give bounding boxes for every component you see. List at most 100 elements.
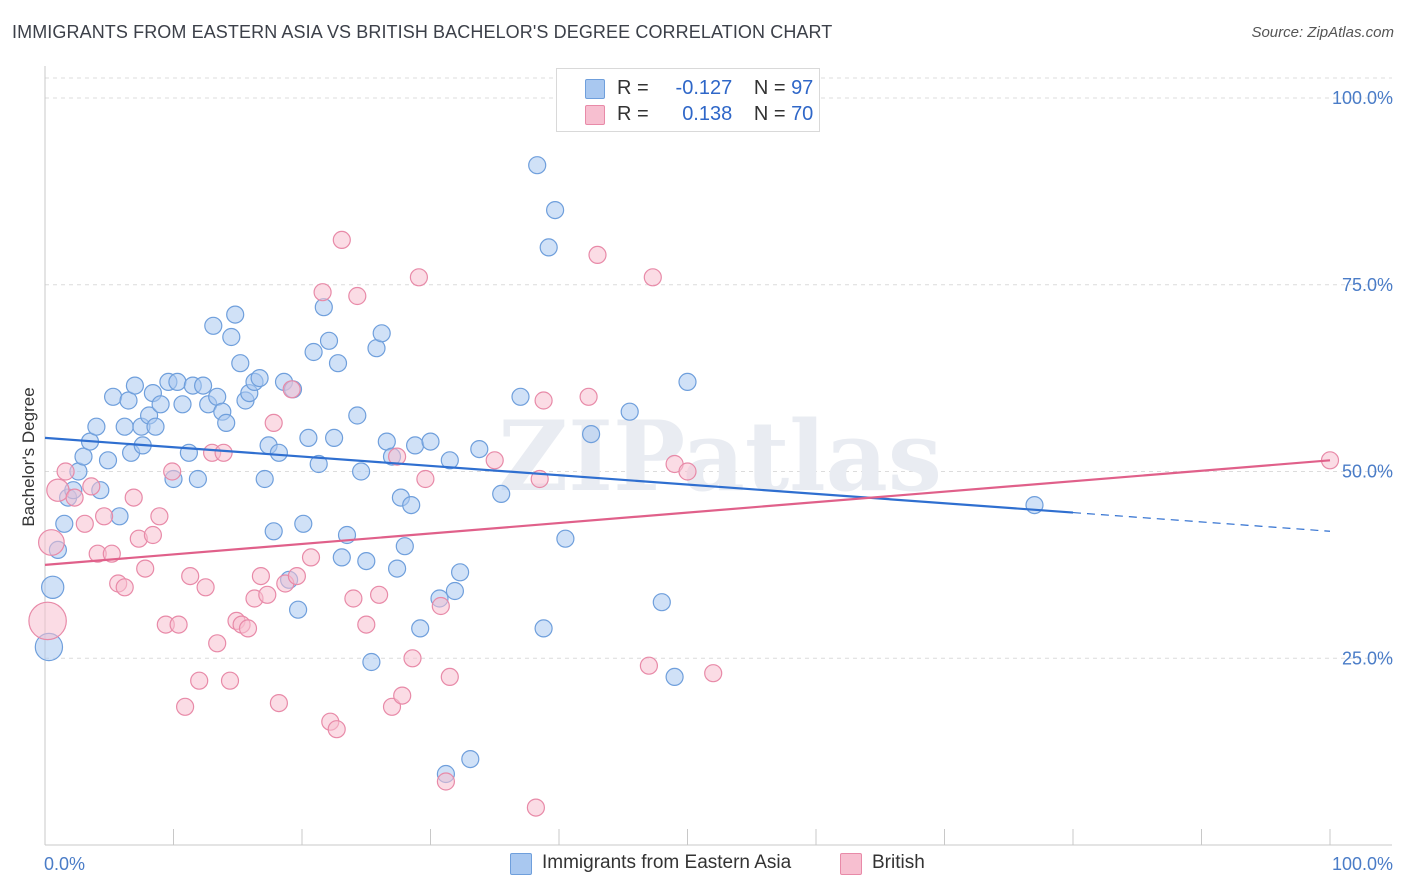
- data-point: [357, 615, 376, 634]
- data-point: [146, 417, 165, 436]
- data-point: [534, 391, 553, 410]
- y-tick-label: 50.0%: [1342, 462, 1393, 482]
- data-point: [534, 619, 553, 638]
- data-point: [421, 432, 440, 451]
- data-point: [124, 488, 143, 507]
- data-point: [194, 376, 213, 395]
- y-tick-label: 75.0%: [1342, 275, 1393, 295]
- data-point: [56, 462, 75, 481]
- data-point: [461, 749, 480, 769]
- data-point: [402, 496, 421, 515]
- trend-line-eastern-asia: [44, 436, 1074, 514]
- data-point: [214, 443, 233, 462]
- data-point: [406, 436, 425, 455]
- data-point: [579, 387, 598, 406]
- data-point: [136, 559, 155, 578]
- data-point: [431, 596, 450, 616]
- data-point: [372, 324, 391, 343]
- legend-label-british: British: [872, 852, 925, 873]
- data-point: [289, 600, 308, 619]
- data-point: [348, 406, 367, 425]
- data-point: [55, 514, 74, 533]
- trend-line-british: [44, 459, 1331, 566]
- data-point: [65, 488, 84, 507]
- data-point: [492, 484, 511, 503]
- source-label: Source: ZipAtlas.com: [1251, 24, 1394, 41]
- data-point: [332, 230, 351, 249]
- data-point: [409, 268, 428, 287]
- data-point: [258, 585, 277, 604]
- trend-line-eastern-asia-extension: [1072, 511, 1331, 532]
- data-point: [173, 395, 192, 414]
- data-point: [581, 425, 601, 444]
- axes: [44, 66, 1392, 846]
- data-point: [416, 469, 435, 489]
- series-british-points: [28, 230, 1340, 817]
- data-point: [304, 342, 323, 362]
- data-point: [704, 664, 723, 683]
- data-point: [150, 507, 169, 526]
- data-point: [352, 462, 371, 481]
- data-point: [82, 477, 101, 496]
- data-point: [678, 462, 697, 481]
- legend-swatch-british: [840, 853, 862, 875]
- series-legend: Immigrants from Eastern Asia British: [0, 852, 1406, 878]
- legend-r-value: -0.127: [675, 77, 733, 99]
- data-point: [264, 522, 283, 541]
- data-point: [46, 478, 70, 502]
- data-point: [539, 238, 558, 257]
- data-point: [269, 443, 288, 462]
- data-point: [264, 413, 283, 432]
- data-point: [314, 298, 333, 317]
- data-point: [87, 417, 106, 436]
- data-point: [485, 451, 504, 470]
- data-point: [238, 619, 258, 638]
- trend-lines: [44, 436, 1331, 566]
- data-point: [362, 652, 381, 672]
- data-point: [388, 559, 407, 578]
- data-point: [188, 469, 207, 489]
- data-point: [357, 551, 376, 571]
- data-point: [588, 245, 607, 264]
- legend-n-label: N =: [753, 77, 786, 99]
- data-point: [332, 548, 351, 567]
- data-point: [251, 566, 270, 586]
- data-point: [103, 387, 123, 406]
- data-point: [176, 697, 195, 716]
- data-point: [511, 387, 530, 406]
- legend-swatch-eastern-asia: [510, 853, 532, 875]
- data-point: [620, 402, 639, 421]
- data-point: [639, 656, 659, 675]
- legend-n-label: N =: [753, 103, 786, 125]
- data-point: [217, 413, 236, 432]
- data-point: [94, 507, 114, 526]
- data-point: [168, 372, 187, 391]
- data-point: [143, 525, 162, 545]
- data-point: [151, 395, 170, 414]
- data-point: [40, 575, 65, 600]
- chart-title: IMMIGRANTS FROM EASTERN ASIA VS BRITISH …: [12, 22, 833, 42]
- data-point: [163, 462, 182, 481]
- data-point: [395, 537, 414, 556]
- data-point: [325, 428, 344, 447]
- data-point: [208, 634, 227, 653]
- data-point: [436, 772, 455, 791]
- data-point: [226, 305, 245, 324]
- data-point: [528, 156, 547, 175]
- legend-r-label: R =: [617, 103, 649, 125]
- data-point: [220, 671, 240, 690]
- data-point: [388, 447, 407, 466]
- data-point: [231, 354, 250, 373]
- data-point: [269, 693, 288, 713]
- data-point: [652, 593, 671, 612]
- data-point: [255, 469, 274, 489]
- legend-n-value: 97: [791, 77, 814, 99]
- data-point: [545, 201, 565, 220]
- data-point: [382, 697, 402, 716]
- data-point: [287, 566, 306, 586]
- x-tick-label: 100.0%: [1332, 854, 1393, 874]
- data-point: [222, 327, 241, 347]
- data-point: [526, 798, 546, 817]
- data-point: [250, 369, 269, 388]
